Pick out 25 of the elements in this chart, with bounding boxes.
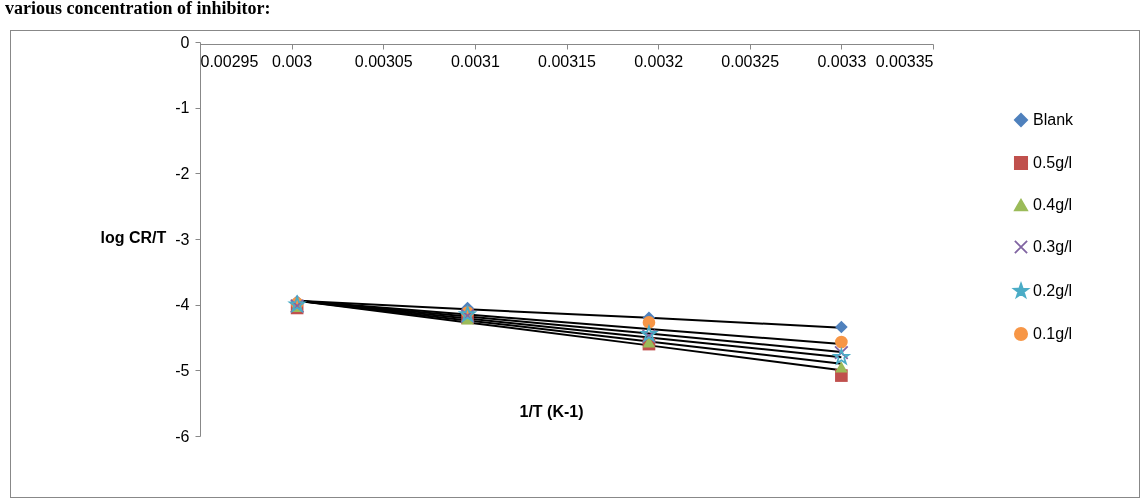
legend-label: 0.3g/l <box>1033 238 1073 255</box>
legend-label: Blank <box>1033 111 1075 128</box>
chart-title: various concentration of inhibitor: <box>5 0 271 18</box>
x-tick-label: 0.00305 <box>354 52 413 70</box>
y-tick-label: -2 <box>175 164 190 182</box>
x-tick-label: 0.0033 <box>817 52 867 70</box>
x-axis-title: 1/T (K-1) <box>519 403 584 420</box>
y-tick-label: -6 <box>175 427 190 445</box>
x-tick-label: 0.00325 <box>721 52 780 70</box>
legend-label: 0.4g/l <box>1033 196 1073 213</box>
x-tick-label: 0.0031 <box>450 52 500 70</box>
y-tick-label: -1 <box>175 99 190 117</box>
y-tick-label: -3 <box>175 230 190 248</box>
x-tick-label: 0.0032 <box>634 52 684 70</box>
x-tick-label: 0.003 <box>272 52 313 70</box>
legend-label: 0.5g/l <box>1033 154 1073 171</box>
legend-label: 0.1g/l <box>1033 325 1073 342</box>
x-tick-label: 0.00335 <box>875 52 934 70</box>
y-axis-title: log CR/T <box>100 228 167 246</box>
legend-label: 0.2g/l <box>1033 282 1073 299</box>
y-tick-label: -5 <box>175 361 190 379</box>
y-tick-label: 0 <box>180 33 190 51</box>
x-tick-label: 0.00315 <box>538 52 597 70</box>
x-tick-label: 0.00295 <box>200 52 259 70</box>
y-tick-label: -4 <box>175 296 190 314</box>
